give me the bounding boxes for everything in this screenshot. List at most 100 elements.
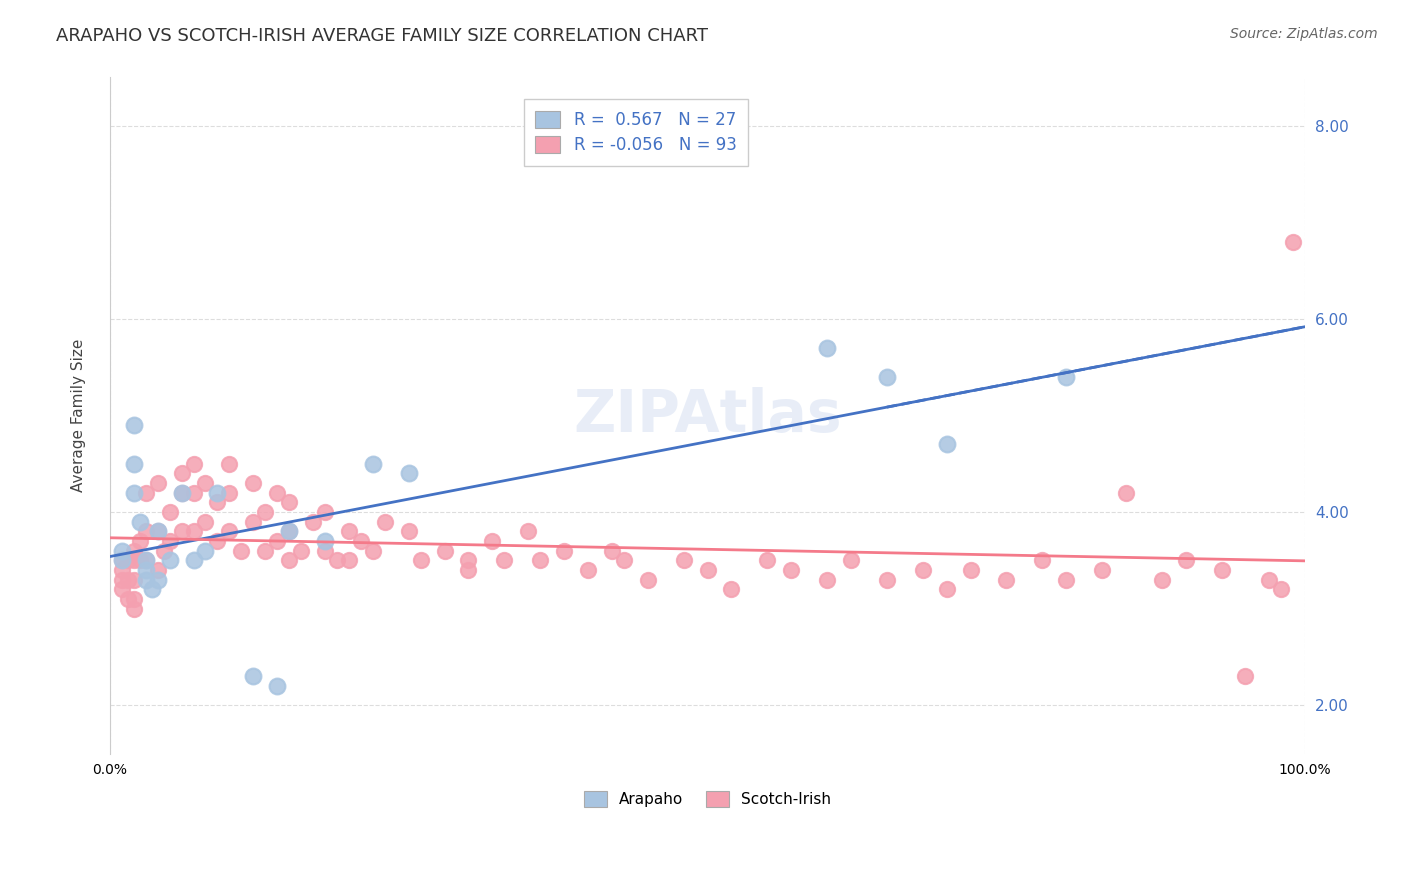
Point [409, 553, 432, 567]
Point [266, 485, 288, 500]
Point [815, 573, 838, 587]
Point [194, 476, 217, 491]
Point [183, 553, 205, 567]
Point [1174, 553, 1197, 567]
Point [146, 563, 169, 577]
Point [278, 553, 301, 567]
Point [374, 515, 396, 529]
Point [576, 563, 599, 577]
Point [218, 485, 240, 500]
Point [242, 669, 264, 683]
Point [194, 543, 217, 558]
Point [141, 582, 163, 597]
Point [146, 524, 169, 539]
Point [1150, 573, 1173, 587]
Point [117, 573, 139, 587]
Point [935, 582, 957, 597]
Point [135, 553, 157, 567]
Point [696, 563, 718, 577]
Point [672, 553, 695, 567]
Point [613, 553, 636, 567]
Point [337, 524, 360, 539]
Point [529, 553, 551, 567]
Point [135, 524, 157, 539]
Point [398, 467, 420, 481]
Point [159, 505, 181, 519]
Point [159, 534, 181, 549]
Point [159, 553, 181, 567]
Point [290, 543, 312, 558]
Point [135, 485, 157, 500]
Point [433, 543, 456, 558]
Point [135, 563, 157, 577]
Point [839, 553, 862, 567]
Point [935, 437, 957, 451]
Point [146, 476, 169, 491]
Point [170, 524, 193, 539]
Point [111, 582, 134, 597]
Point [254, 505, 277, 519]
Point [278, 524, 301, 539]
Point [254, 543, 277, 558]
Point [170, 467, 193, 481]
Point [117, 553, 139, 567]
Point [361, 457, 384, 471]
Point [1234, 669, 1257, 683]
Point [780, 563, 803, 577]
Point [117, 592, 139, 607]
Point [207, 485, 229, 500]
Point [266, 679, 288, 693]
Point [231, 543, 253, 558]
Point [995, 573, 1018, 587]
Point [111, 553, 134, 567]
Point [128, 515, 150, 529]
Point [135, 553, 157, 567]
Point [122, 457, 145, 471]
Point [350, 534, 373, 549]
Point [517, 524, 540, 539]
Point [278, 495, 301, 509]
Point [111, 573, 134, 587]
Point [122, 543, 145, 558]
Point [122, 601, 145, 615]
Point [278, 524, 301, 539]
Point [207, 534, 229, 549]
Point [600, 543, 623, 558]
Text: ARAPAHO VS SCOTCH-IRISH AVERAGE FAMILY SIZE CORRELATION CHART: ARAPAHO VS SCOTCH-IRISH AVERAGE FAMILY S… [56, 27, 709, 45]
Point [122, 418, 145, 433]
Point [959, 563, 981, 577]
Point [146, 573, 169, 587]
Point [135, 573, 157, 587]
Point [152, 543, 174, 558]
Point [122, 592, 145, 607]
Point [361, 543, 384, 558]
Point [314, 543, 336, 558]
Point [756, 553, 779, 567]
Point [218, 457, 240, 471]
Point [1258, 573, 1281, 587]
Legend: Arapaho, Scotch-Irish: Arapaho, Scotch-Irish [578, 785, 838, 814]
Point [398, 524, 420, 539]
Point [1270, 582, 1292, 597]
Point [326, 553, 349, 567]
Point [720, 582, 742, 597]
Point [1054, 573, 1077, 587]
Point [314, 534, 336, 549]
Point [815, 341, 838, 355]
Point [183, 485, 205, 500]
Point [266, 534, 288, 549]
Point [111, 543, 134, 558]
Point [170, 485, 193, 500]
Point [218, 524, 240, 539]
Point [146, 524, 169, 539]
Point [1054, 369, 1077, 384]
Point [1091, 563, 1114, 577]
Point [242, 515, 264, 529]
Point [128, 534, 150, 549]
Point [194, 515, 217, 529]
Point [128, 553, 150, 567]
Point [183, 457, 205, 471]
Point [553, 543, 575, 558]
Point [494, 553, 516, 567]
Y-axis label: Average Family Size: Average Family Size [72, 339, 86, 492]
